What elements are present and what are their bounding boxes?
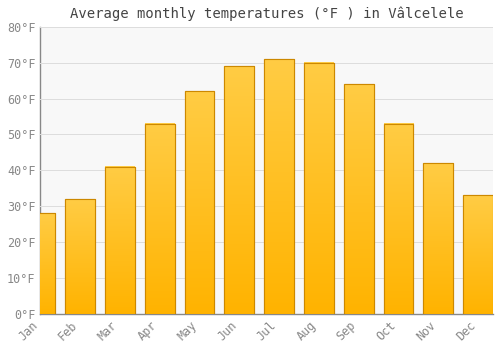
Bar	[105, 167, 135, 314]
Bar	[344, 84, 374, 314]
Bar	[463, 195, 493, 314]
Bar	[224, 66, 254, 314]
Bar	[424, 163, 454, 314]
Title: Average monthly temperatures (°F ) in Vâlcelele: Average monthly temperatures (°F ) in Vâ…	[70, 7, 464, 21]
Bar	[344, 84, 374, 314]
Bar	[65, 199, 95, 314]
Bar	[463, 195, 493, 314]
Bar	[304, 63, 334, 314]
Bar	[384, 124, 414, 314]
Bar	[264, 59, 294, 314]
Bar	[384, 124, 414, 314]
Bar	[184, 91, 214, 314]
Bar	[145, 124, 174, 314]
Bar	[304, 63, 334, 314]
Bar	[65, 199, 95, 314]
Bar	[105, 167, 135, 314]
Bar	[184, 91, 214, 314]
Bar	[424, 163, 454, 314]
Bar	[145, 124, 174, 314]
Bar	[26, 214, 55, 314]
Bar	[264, 59, 294, 314]
Bar	[224, 66, 254, 314]
Bar	[26, 214, 55, 314]
